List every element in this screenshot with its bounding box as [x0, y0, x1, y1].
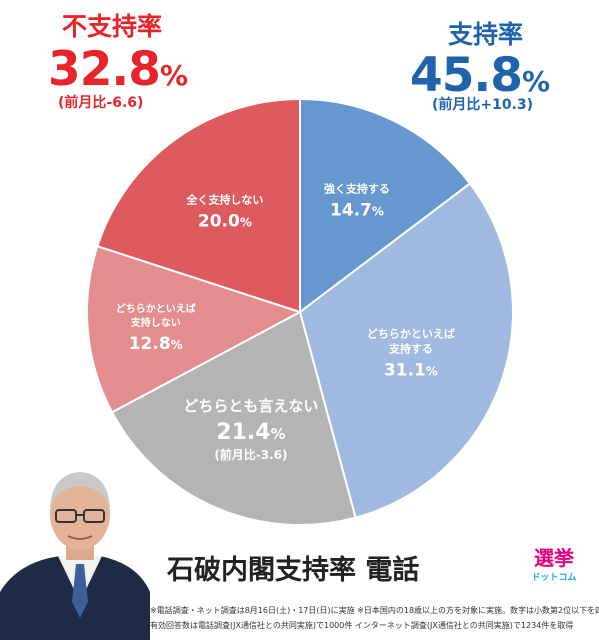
senkyo-dotcom-logo: 選挙 ドットコム [528, 548, 580, 583]
slice-label: 支持しない [130, 316, 181, 329]
slice-value: 21.4% [216, 420, 285, 445]
disapproval-change: (前月比-6.6) [58, 95, 144, 111]
footnote-sample-size: 有効回答数は電話調査(JX通信社との共同実施)で1000件 インターネット調査(… [150, 621, 574, 630]
slice-label: 全く支持しない [185, 193, 263, 207]
disapproval-title: 不支持率 [62, 12, 163, 41]
pie-labels: 強く支持する14.7%どちらかといえば支持する31.1%どちらとも言えない21.… [116, 182, 455, 462]
slice-label: どちらとも言えない [183, 397, 318, 415]
slice-value: 20.0% [198, 212, 252, 232]
approval-title: 支持率 [448, 20, 524, 49]
disapproval-rate-unit: % [159, 59, 188, 92]
approval-rate-value: 45.8 [410, 48, 523, 103]
disapproval-rate: 32.8% [48, 46, 188, 93]
pie-slice [96, 97, 301, 314]
slice-value: 12.8% [129, 334, 183, 354]
pie-slices [86, 97, 514, 526]
slice-label: どちらかといえば [367, 326, 455, 340]
approval-rate-unit: % [521, 65, 550, 98]
slice-value: 14.7% [330, 201, 384, 221]
logo-sub-text: ドットコム [531, 573, 577, 583]
chart-title: 石破内閣支持率 電話 [167, 555, 420, 586]
pie-slice [110, 310, 357, 526]
slice-label: 強く支持する [324, 182, 390, 196]
approval-rate: 45.8% [410, 52, 550, 99]
pie-slice [298, 182, 514, 519]
politician-portrait-icon [0, 472, 150, 640]
logo-main-text: 選挙 [534, 546, 574, 570]
slice-label: どちらかといえば [116, 302, 196, 315]
slice-label: 支持する [388, 341, 433, 355]
slice-note: (前月比-3.6) [214, 447, 287, 462]
footnote-survey-dates: ※電話調査・ネット調査は8月16日(土)・17日(日)に実施 ※日本国内の18歳… [150, 606, 599, 615]
slice-value: 31.1% [384, 360, 438, 380]
approval-change: (前月比+10.3) [432, 97, 534, 113]
pie-slice [299, 97, 472, 315]
pie-slice [86, 244, 303, 414]
disapproval-rate-value: 32.8 [48, 42, 161, 97]
